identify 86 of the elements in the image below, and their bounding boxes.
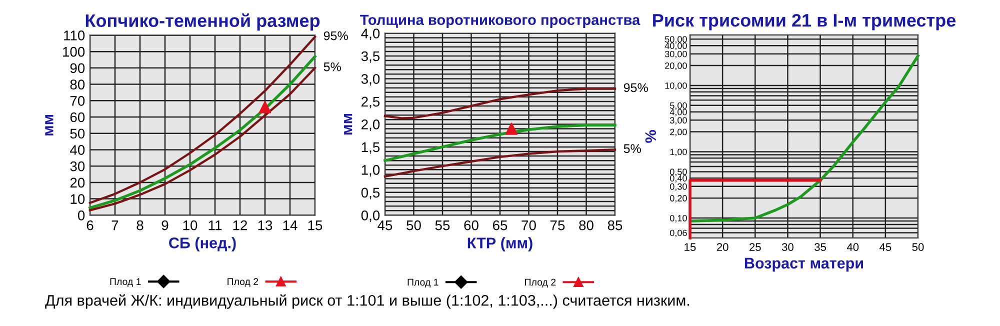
y-axis-title: мм bbox=[45, 114, 54, 136]
x-tick-label: 85 bbox=[608, 220, 622, 230]
x-axis-title: СБ (нед.) bbox=[169, 237, 236, 252]
text: Для врачей Ж/К: индивидуальный риск от 1:101 и выше (1:102, 1:103,...) считается низким. bbox=[45, 294, 690, 309]
x-tick-label: 14 bbox=[283, 220, 298, 230]
y-tick-label: 0,0 bbox=[361, 210, 380, 222]
x-tick-label: 11 bbox=[208, 220, 222, 230]
y-tick-label: 2,5 bbox=[362, 96, 380, 108]
y-tick-label: 1,00 bbox=[670, 148, 687, 156]
y-tick-label: 40,00 bbox=[664, 42, 687, 50]
y-tick-label: 1,5 bbox=[362, 142, 380, 154]
x-tick-label: 65 bbox=[492, 220, 508, 230]
y-axis-title: % bbox=[645, 130, 656, 143]
x-tick-label: 15 bbox=[308, 220, 322, 230]
line-series bbox=[384, 148, 616, 178]
x-tick-label: 50 bbox=[406, 220, 421, 230]
y-axis-title: мм bbox=[344, 114, 352, 134]
y-tick-label: 0,5 bbox=[361, 188, 380, 200]
x-tick-label: 60 bbox=[464, 220, 478, 230]
y-tick-label: 10 bbox=[70, 194, 85, 204]
chart-title: Толщина воротникового пространства bbox=[360, 14, 640, 28]
y-tick-label: 5,00 bbox=[670, 102, 687, 110]
chart-title: Копчико-теменной размер bbox=[86, 13, 320, 31]
legend-label: Плод 2 bbox=[228, 278, 258, 287]
legend-label: Плод 1 bbox=[408, 278, 438, 288]
y-tick-label: 30,00 bbox=[664, 50, 687, 58]
x-tick-label: 80 bbox=[579, 220, 594, 230]
x-tick-label: 45 bbox=[378, 220, 392, 230]
x-tick-label: 15 bbox=[684, 243, 696, 252]
x-tick-label: 45 bbox=[880, 243, 892, 252]
x-tick-label: 70 bbox=[522, 220, 536, 230]
series-label: 5% bbox=[624, 144, 641, 154]
line-series bbox=[384, 88, 616, 120]
x-tick-label: 6 bbox=[86, 220, 94, 230]
y-tick-label: 90 bbox=[70, 63, 85, 74]
x-tick-label: 35 bbox=[814, 243, 826, 252]
x-tick-label: 10 bbox=[183, 220, 198, 230]
y-tick-label: 60 bbox=[70, 112, 85, 122]
y-tick-label: 40 bbox=[70, 145, 85, 155]
y-tick-label: 10,00 bbox=[665, 82, 687, 90]
y-tick-label: 80 bbox=[70, 80, 85, 90]
y-tick-label: 4,0 bbox=[361, 28, 380, 40]
y-tick-label: 30 bbox=[70, 161, 85, 172]
y-tick-label: 2,0 bbox=[362, 120, 380, 132]
x-tick-label: 25 bbox=[750, 243, 761, 252]
line-series bbox=[384, 124, 616, 162]
legend-label: Плод 1 bbox=[110, 278, 141, 287]
y-tick-label: 50,00 bbox=[664, 36, 687, 44]
y-tick-label: 50 bbox=[70, 128, 85, 139]
y-tick-label: 3,00 bbox=[670, 117, 687, 125]
y-tick-label: 0,30 bbox=[670, 183, 687, 191]
legend-label: Плод 2 bbox=[525, 278, 556, 288]
x-axis-title: Возраст матери bbox=[744, 258, 863, 272]
y-tick-label: 110 bbox=[64, 30, 85, 40]
y-tick-label: 3,5 bbox=[361, 51, 380, 63]
x-tick-label: 30 bbox=[782, 243, 794, 252]
series-label: 95% bbox=[624, 83, 648, 92]
series-label: 5% bbox=[324, 62, 341, 72]
x-tick-label: 75 bbox=[550, 220, 565, 230]
x-tick-label: 13 bbox=[258, 220, 272, 230]
y-tick-label: 70 bbox=[70, 96, 85, 106]
y-tick-label: 0,06 bbox=[670, 230, 687, 238]
line-series bbox=[688, 54, 920, 222]
y-tick-label: 0,40 bbox=[670, 175, 687, 183]
y-tick-label: 0 bbox=[78, 210, 85, 220]
x-tick-label: 8 bbox=[136, 220, 144, 230]
y-tick-label: 2,00 bbox=[670, 128, 687, 136]
x-tick-label: 50 bbox=[912, 243, 924, 252]
y-tick-label: 3,0 bbox=[361, 74, 380, 86]
x-tick-label: 55 bbox=[435, 220, 450, 230]
y-tick-label: 0,20 bbox=[670, 195, 687, 203]
series-label: 95% bbox=[324, 31, 348, 40]
x-tick-label: 40 bbox=[846, 243, 859, 252]
x-tick-label: 9 bbox=[162, 220, 168, 230]
y-tick-label: 1,0 bbox=[362, 165, 380, 176]
y-tick-label: 20 bbox=[70, 178, 85, 188]
y-tick-label: 100 bbox=[63, 46, 85, 57]
chart-title: Риск трисомии 21 в I-м триместре bbox=[653, 14, 956, 30]
x-tick-label: 20 bbox=[716, 243, 728, 252]
y-tick-label: 20,00 bbox=[665, 62, 687, 70]
x-axis-title: КТР (мм) bbox=[468, 237, 532, 252]
y-tick-label: 0,50 bbox=[670, 168, 687, 176]
x-tick-label: 12 bbox=[233, 220, 248, 230]
y-tick-label: 4,00 bbox=[670, 108, 687, 116]
x-tick-label: 7 bbox=[112, 220, 118, 230]
y-tick-label: 0,10 bbox=[670, 214, 687, 222]
